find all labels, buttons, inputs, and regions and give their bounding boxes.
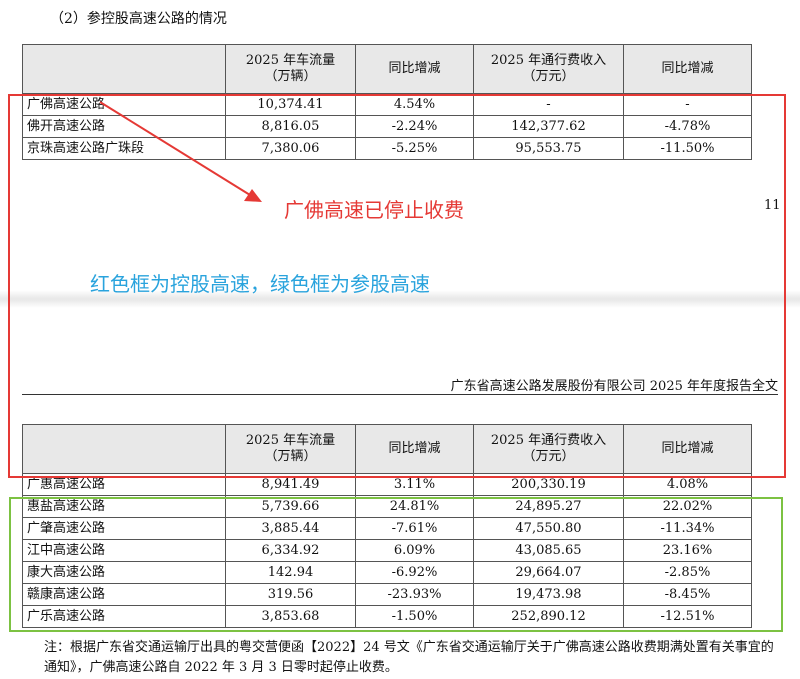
header-traffic-line1: 2025 年车流量 (245, 433, 336, 448)
cell-traffic: 7,380.06 (225, 137, 356, 160)
header-rule (22, 394, 778, 395)
cell-toll: 47,550.80 (473, 517, 624, 540)
cell-toll: 95,553.75 (473, 137, 624, 160)
cell-name: 康大高速公路 (22, 561, 226, 584)
header-traffic-line2: （万辆） (264, 69, 317, 84)
cell-name: 广乐高速公路 (22, 605, 226, 628)
cell-traffic: 3,885.44 (225, 517, 356, 540)
table-row: 江中高速公路 6,334.92 6.09% 43,085.65 23.16% (22, 539, 752, 562)
participating-highways-green-box (9, 497, 783, 632)
cell-name: 广肇高速公路 (22, 517, 226, 540)
cell-toll: 19,473.98 (473, 583, 624, 606)
cell-toll: 43,085.65 (473, 539, 624, 562)
cell-traffic: 319.56 (225, 583, 356, 606)
cell-toll-yoy: -11.50% (623, 137, 752, 160)
header-toll-line1: 2025 年通行费收入 (490, 433, 607, 448)
header-traffic-yoy: 同比增减 (355, 44, 474, 94)
page-number: 11 (764, 198, 781, 213)
table-row: 广肇高速公路 3,885.44 -7.61% 47,550.80 -11.34% (22, 517, 752, 540)
cell-traffic: 5,739.66 (225, 495, 356, 518)
header-toll-yoy: 同比增减 (623, 424, 752, 474)
stopped-toll-annotation: 广佛高速已停止收费 (284, 198, 464, 222)
header-traffic-line2: （万辆） (264, 449, 317, 464)
participating-highways-table: 2025 年车流量 （万辆） 同比增减 2025 年通行费收入 （万元） 同比增… (22, 424, 752, 628)
footnote: 注：根据广东省交通运输厅出具的粤交营便函【2022】24 号文《广东省交通运输厅… (44, 640, 774, 675)
cell-toll-yoy: -11.34% (623, 517, 752, 540)
cell-toll-yoy: -2.85% (623, 561, 752, 584)
table-row: 康大高速公路 142.94 -6.92% 29,664.07 -2.85% (22, 561, 752, 584)
page-break-band (0, 290, 800, 308)
cell-traffic: 6,334.92 (225, 539, 356, 562)
cell-name: 赣康高速公路 (22, 583, 226, 606)
cell-traffic: 3,853.68 (225, 605, 356, 628)
table-header-row: 2025 年车流量 （万辆） 同比增减 2025 年通行费收入 （万元） 同比增… (22, 44, 752, 94)
cell-toll: 24,895.27 (473, 495, 624, 518)
controlled-highways-red-box (8, 94, 786, 478)
cell-toll: 200,330.19 (473, 473, 624, 496)
header-traffic-line1: 2025 年车流量 (245, 53, 336, 68)
header-toll-line2: （万元） (522, 449, 575, 464)
report-running-title: 广东省高速公路发展股份有限公司 2025 年年度报告全文 (450, 379, 778, 394)
cell-traffic-yoy: -23.93% (355, 583, 474, 606)
cell-traffic-yoy: -2.24% (355, 115, 474, 138)
header-traffic: 2025 年车流量 （万辆） (225, 44, 356, 94)
cell-traffic-yoy: -5.25% (355, 137, 474, 160)
cell-traffic: 8,816.05 (225, 115, 356, 138)
table-row: 赣康高速公路 319.56 -23.93% 19,473.98 -8.45% (22, 583, 752, 606)
header-toll-line2: （万元） (522, 69, 575, 84)
box-legend-annotation: 红色框为控股高速，绿色框为参股高速 (90, 272, 430, 296)
controlled-highways-table: 2025 年车流量 （万辆） 同比增减 2025 年通行费收入 （万元） 同比增… (22, 44, 752, 160)
cell-toll-yoy: -12.51% (623, 605, 752, 628)
cell-traffic: 10,374.41 (225, 93, 356, 116)
header-traffic: 2025 年车流量 （万辆） (225, 424, 356, 474)
table-row: 广乐高速公路 3,853.68 -1.50% 252,890.12 -12.51% (22, 605, 752, 628)
table-header-row: 2025 年车流量 （万辆） 同比增减 2025 年通行费收入 （万元） 同比增… (22, 424, 752, 474)
header-toll-yoy: 同比增减 (623, 44, 752, 94)
header-toll: 2025 年通行费收入 （万元） (473, 424, 624, 474)
cell-toll: 252,890.12 (473, 605, 624, 628)
header-toll: 2025 年通行费收入 （万元） (473, 44, 624, 94)
cell-toll-yoy: 23.16% (623, 539, 752, 562)
cell-traffic-yoy: -1.50% (355, 605, 474, 628)
header-name (22, 44, 226, 94)
cell-toll: 142,377.62 (473, 115, 624, 138)
header-toll-line1: 2025 年通行费收入 (490, 53, 607, 68)
section-heading: （2）参控股高速公路的情况 (50, 11, 227, 27)
